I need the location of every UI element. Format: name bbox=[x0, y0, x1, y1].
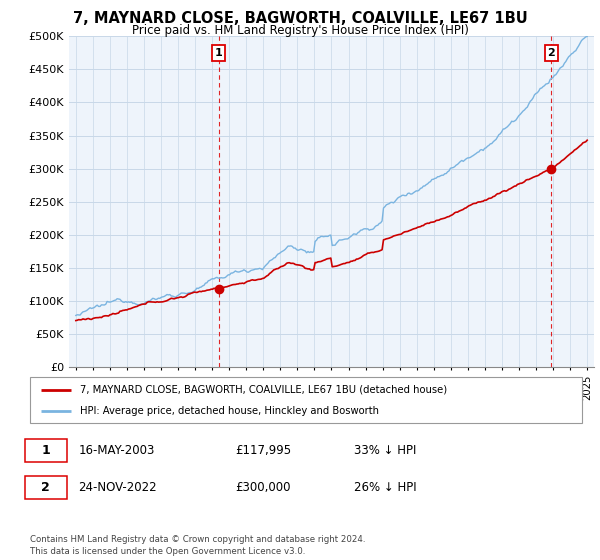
FancyBboxPatch shape bbox=[30, 377, 582, 423]
FancyBboxPatch shape bbox=[25, 440, 67, 462]
Text: £117,995: £117,995 bbox=[235, 444, 292, 458]
Text: 33% ↓ HPI: 33% ↓ HPI bbox=[354, 444, 416, 458]
Text: 7, MAYNARD CLOSE, BAGWORTH, COALVILLE, LE67 1BU: 7, MAYNARD CLOSE, BAGWORTH, COALVILLE, L… bbox=[73, 11, 527, 26]
Text: 2: 2 bbox=[41, 480, 50, 494]
Text: Price paid vs. HM Land Registry's House Price Index (HPI): Price paid vs. HM Land Registry's House … bbox=[131, 24, 469, 36]
Text: 1: 1 bbox=[41, 444, 50, 458]
Text: HPI: Average price, detached house, Hinckley and Bosworth: HPI: Average price, detached house, Hinc… bbox=[80, 406, 379, 416]
Text: 24-NOV-2022: 24-NOV-2022 bbox=[79, 480, 157, 494]
Text: 26% ↓ HPI: 26% ↓ HPI bbox=[354, 480, 416, 494]
Text: 16-MAY-2003: 16-MAY-2003 bbox=[79, 444, 155, 458]
Text: £300,000: £300,000 bbox=[235, 480, 290, 494]
FancyBboxPatch shape bbox=[25, 476, 67, 498]
Text: 7, MAYNARD CLOSE, BAGWORTH, COALVILLE, LE67 1BU (detached house): 7, MAYNARD CLOSE, BAGWORTH, COALVILLE, L… bbox=[80, 385, 447, 395]
Text: 2: 2 bbox=[548, 48, 555, 58]
Text: Contains HM Land Registry data © Crown copyright and database right 2024.
This d: Contains HM Land Registry data © Crown c… bbox=[30, 535, 365, 556]
Text: 1: 1 bbox=[215, 48, 223, 58]
